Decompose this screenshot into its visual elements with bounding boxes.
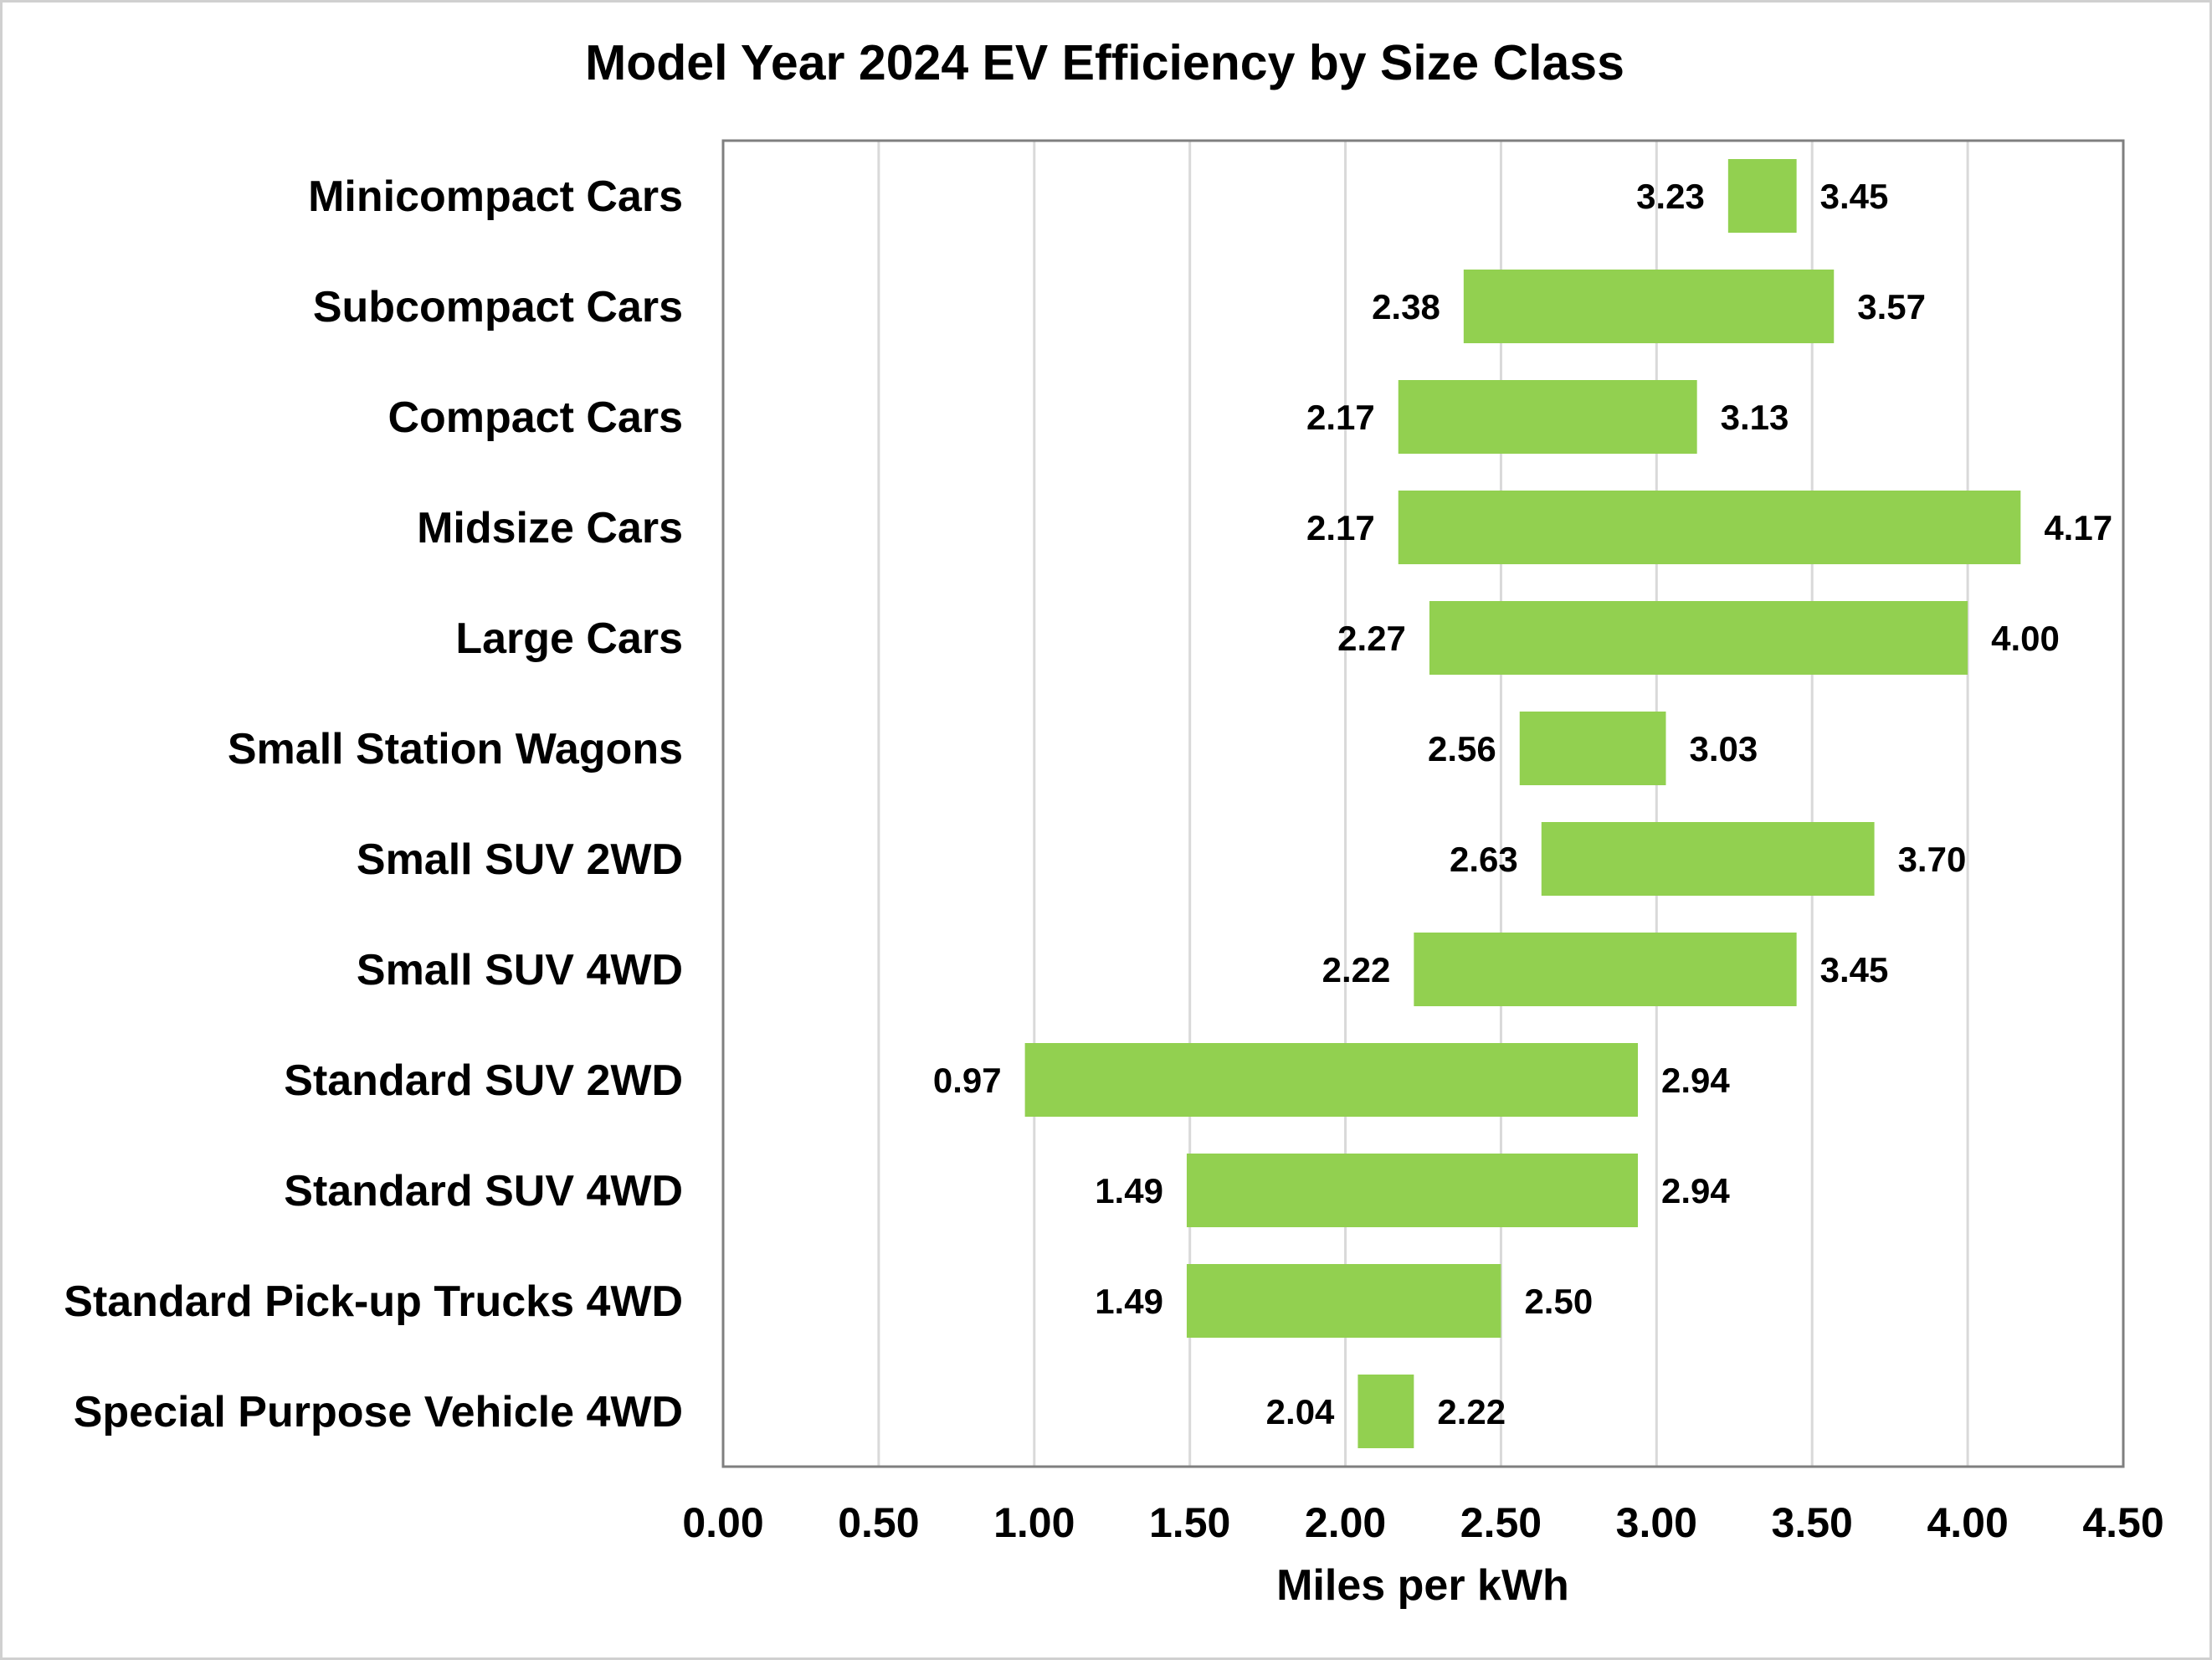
min-value-label: 2.04 [1266,1392,1335,1431]
range-bar [1519,712,1666,785]
category-label: Standard Pick-up Trucks 4WD [64,1277,683,1326]
x-tick-label: 4.00 [1927,1499,2008,1546]
category-label: Standard SUV 2WD [284,1056,683,1105]
range-bar [1024,1043,1639,1117]
min-value-label: 1.49 [1095,1171,1163,1210]
bars [1024,159,2021,1448]
min-value-label: 2.56 [1428,729,1496,768]
max-value-label: 3.03 [1689,729,1758,768]
range-bar [1414,933,1797,1006]
max-value-label: 2.94 [1661,1061,1730,1100]
x-axis-tick-labels: 0.00 0.50 1.00 1.50 2.00 2.50 3.00 3.50 4.00 4.50 [682,1499,2163,1546]
min-value-label: 3.23 [1636,177,1705,216]
min-value-label: 2.38 [1372,287,1440,326]
x-tick-label: 1.50 [1149,1499,1230,1546]
max-value-label: 2.50 [1524,1282,1593,1321]
range-bar [1398,380,1697,454]
max-value-label: 3.13 [1721,398,1789,437]
plot-area [721,139,2125,1468]
x-tick-label: 0.50 [838,1499,919,1546]
max-value-label: 4.17 [2044,508,2112,547]
range-bar [1398,491,2021,564]
max-value-label: 4.00 [1991,619,2060,658]
x-tick-label: 4.50 [2082,1499,2163,1546]
category-label: Small SUV 4WD [357,946,683,994]
min-value-label: 2.63 [1450,840,1518,879]
max-value-label: 3.57 [1857,287,1926,326]
range-bar [1727,159,1797,233]
range-bar [1357,1375,1414,1448]
x-tick-label: 2.50 [1460,1499,1542,1546]
category-labels: Minicompact Cars Subcompact Cars Compact C… [64,172,683,1436]
category-label: Minicompact Cars [308,172,683,221]
max-value-label: 3.45 [1820,950,1889,989]
category-label: Compact Cars [387,393,683,442]
range-bar [1429,601,1968,675]
grid-lines [877,141,1969,1467]
range-bar [1463,270,1835,343]
min-value-label: 2.27 [1337,619,1406,658]
min-value-label: 1.49 [1095,1282,1163,1321]
max-value-label: 3.70 [1898,840,1967,879]
chart-title: Model Year 2024 EV Efficiency by Size Cl… [585,35,1624,90]
x-tick-label: 1.00 [993,1499,1075,1546]
min-value-label: 0.97 [933,1061,1002,1100]
range-bar [1186,1264,1501,1338]
x-tick-label: 2.00 [1305,1499,1386,1546]
x-tick-label: 3.50 [1772,1499,1853,1546]
category-label: Small SUV 2WD [357,835,683,884]
x-tick-label: 0.00 [682,1499,763,1546]
category-label: Standard SUV 4WD [284,1167,683,1215]
category-label: Subcompact Cars [313,283,683,331]
min-value-label: 2.22 [1322,950,1391,989]
category-label: Small Station Wagons [228,725,683,773]
category-label: Special Purpose Vehicle 4WD [74,1388,683,1436]
range-bar [1541,822,1875,896]
max-value-label: 2.22 [1437,1392,1506,1431]
min-value-label: 2.17 [1306,508,1375,547]
data-labels: 3.23 3.45 2.38 3.57 2.17 3.13 2.17 4.17 2.27 4.00… [933,177,2112,1431]
max-value-label: 3.45 [1820,177,1889,216]
category-label: Large Cars [455,614,683,663]
x-tick-label: 3.00 [1616,1499,1697,1546]
max-value-label: 2.94 [1661,1171,1730,1210]
range-bar [1186,1154,1639,1227]
min-value-label: 2.17 [1306,398,1375,437]
x-axis-title: Miles per kWh [1276,1561,1569,1610]
category-label: Midsize Cars [417,504,683,552]
